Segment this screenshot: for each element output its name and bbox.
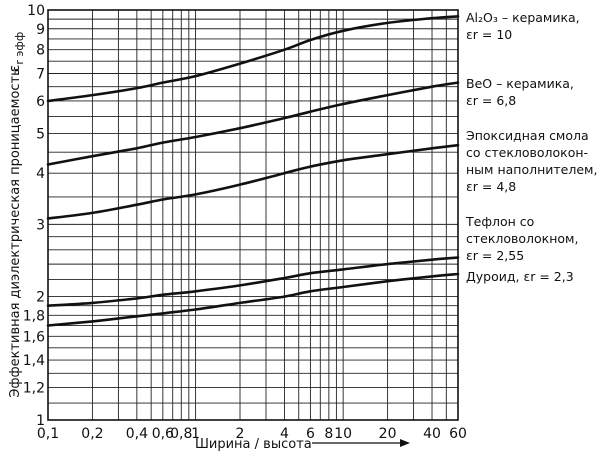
y-axis-symbol: εr эфф (7, 32, 26, 72)
series-label-line: ным наполнителем, (466, 162, 597, 177)
grid-lines (47, 9, 459, 421)
series-label-line: εr = 2,55 (466, 248, 524, 263)
series-label-5: Дуроид, εr = 2,3 (466, 269, 574, 284)
series-label-line: Эпоксидная смола (466, 128, 589, 143)
x-tick-label: 1 (191, 426, 200, 442)
x-tick-label: 0,2 (81, 426, 103, 442)
y-tick-label: 7 (36, 67, 45, 83)
series-label-1: Al₂O₃ – керамика, εr = 10 (466, 10, 580, 42)
y-axis-label: Эффективная диэлектрическая проницаемост… (8, 68, 23, 397)
series-label-2: BeO – керамика, εr = 6,8 (466, 76, 574, 108)
y-tick-label: 1,4 (23, 353, 45, 369)
series-label-line: εr = 6,8 (466, 93, 516, 108)
y-tick-label: 1,6 (23, 329, 45, 345)
x-axis-arrow (312, 439, 410, 447)
x-tick-label: 6 (306, 426, 315, 442)
series-label-4: Тефлон со стекловолокном, εr = 2,55 (465, 214, 578, 263)
y-tick-labels: 1 1,2 1,4 1,6 1,8 2 3 4 5 6 7 8 9 10 (23, 3, 45, 429)
y-tick-label: 1,2 (23, 381, 45, 397)
series-line-2 (46, 81, 460, 166)
x-tick-label: 4 (280, 426, 289, 442)
x-tick-label: 0,4 (126, 426, 148, 442)
x-tick-label: 2 (236, 426, 245, 442)
series-label-line: со стекловолокон- (466, 145, 588, 160)
series-annotations: Al₂O₃ – керамика, εr = 10 BeO – керамика, ε… (465, 10, 597, 284)
x-tick-label: 10 (334, 426, 352, 442)
y-tick-label: 8 (36, 43, 45, 59)
y-tick-label: 4 (36, 166, 45, 182)
y-tick-label: 3 (36, 217, 45, 233)
x-tick-label: 0,1 (37, 426, 59, 442)
x-tick-label: 0,6 (152, 426, 174, 442)
x-tick-label: 8 (324, 426, 333, 442)
series-line-3 (46, 143, 460, 220)
series-label-line: εr = 4,8 (466, 179, 516, 194)
x-tick-label: 0,8 (170, 426, 192, 442)
y-tick-label: 5 (36, 126, 45, 142)
y-tick-label: 10 (27, 3, 45, 19)
series-line-4 (46, 256, 460, 307)
series-line-1 (46, 15, 460, 103)
y-axis-symbol-base: ε (7, 65, 23, 73)
y-tick-label: 6 (36, 94, 45, 110)
y-tick-label: 1 (36, 413, 45, 429)
series-label-line: стекловолокном, (466, 231, 578, 246)
x-tick-label: 20 (379, 426, 397, 442)
series-label-line: BeO – керамика, (466, 76, 574, 91)
series-curves (46, 15, 460, 327)
series-label-line: Дуроид, εr = 2,3 (466, 269, 574, 284)
x-tick-labels: 0,1 0,2 0,4 0,60,81 2 4 6 8 10 20 40 60 (37, 426, 467, 442)
y-tick-label: 9 (36, 22, 45, 38)
series-label-line: Тефлон со (465, 214, 534, 229)
y-tick-label: 1,8 (23, 308, 45, 324)
series-label-3: Эпоксидная смола со стекловолокон-ным нап… (466, 128, 597, 194)
plot-frame (47, 9, 459, 421)
x-axis-label: Ширина / высота (195, 437, 312, 452)
x-tick-label: 60 (449, 426, 467, 442)
y-axis-symbol-sub: r эфф (13, 32, 26, 65)
x-tick-label: 40 (423, 426, 441, 442)
series-label-line: εr = 10 (466, 27, 512, 42)
y-axis-label-main: Эффективная диэлектрическая проницаемост… (8, 68, 23, 397)
series-line-5 (46, 272, 460, 327)
series-label-line: Al₂O₃ – керамика, (466, 10, 580, 25)
y-tick-label: 2 (36, 290, 45, 306)
